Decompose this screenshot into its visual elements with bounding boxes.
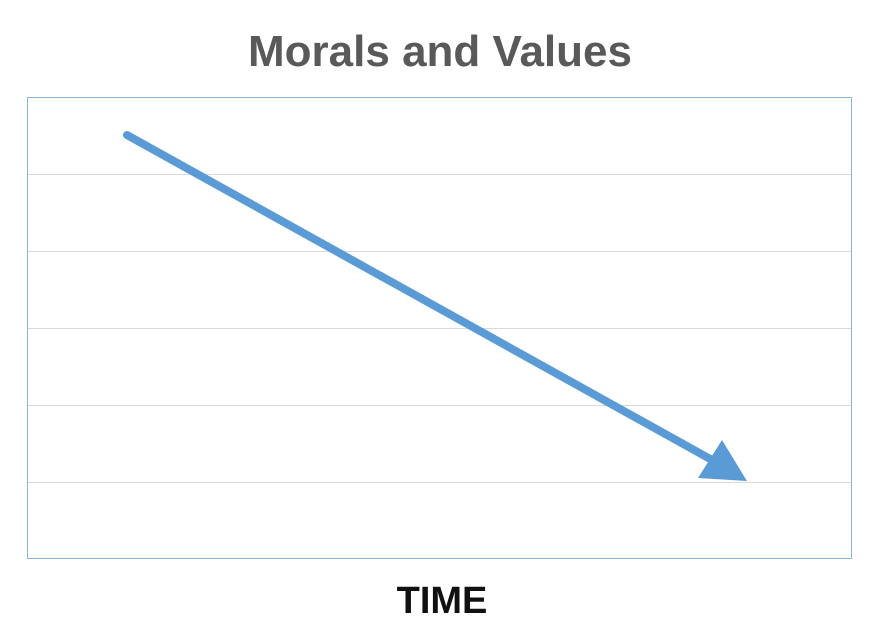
trend-arrow-shaft — [123, 131, 716, 464]
trend-arrow-head — [698, 440, 747, 481]
chart-title: Morals and Values — [248, 27, 632, 76]
x-axis-label: TIME — [397, 580, 488, 622]
